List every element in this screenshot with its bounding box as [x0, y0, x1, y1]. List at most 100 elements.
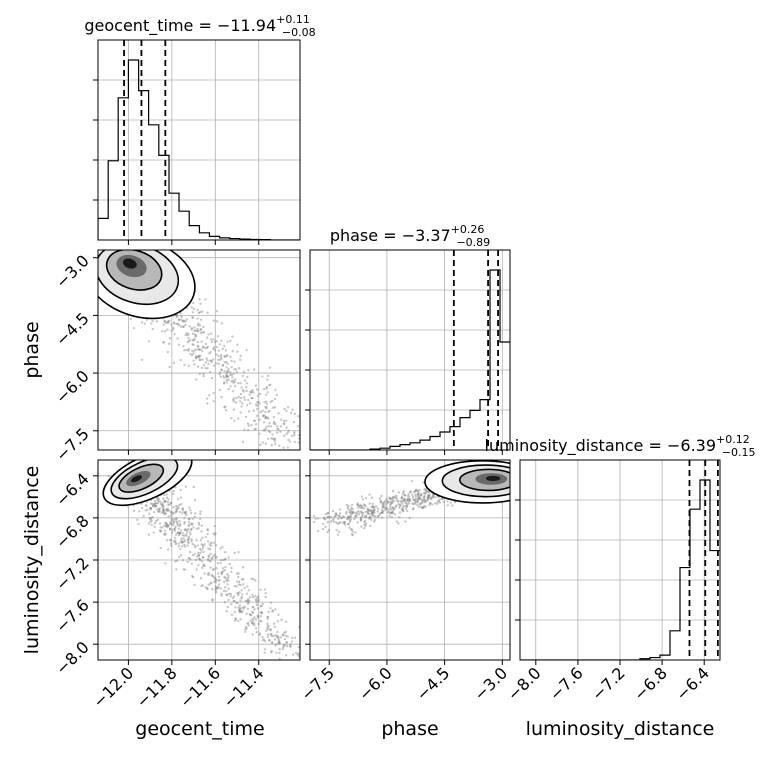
- panel-geocent-time-vs-phase-point: [253, 419, 256, 422]
- panel-geocent-time-vs-luminosity-distance-point: [200, 549, 203, 552]
- panel-geocent-time-vs-luminosity-distance-point: [163, 493, 166, 497]
- panel-geocent-time-vs-luminosity-distance-point: [161, 503, 164, 507]
- panel-geocent-time-vs-luminosity-distance-point: [297, 652, 300, 656]
- panel-geocent-time-vs-luminosity-distance-point: [191, 542, 194, 546]
- panel-geocent-time-vs-phase-point: [268, 430, 272, 434]
- panel-geocent-time-vs-luminosity-distance-point: [214, 578, 218, 581]
- panel-geocent-time-vs-phase-point: [205, 357, 208, 360]
- panel-geocent-time-vs-luminosity-distance-point: [276, 620, 279, 623]
- panel-geocent-time-vs-phase-point: [275, 431, 279, 434]
- panel-geocent-time-vs-luminosity-distance-point: [169, 522, 173, 526]
- panel-geocent-time-vs-luminosity-distance-point: [245, 627, 248, 630]
- panel-phase-vs-luminosity-distance-point: [370, 518, 373, 521]
- panel-phase-vs-luminosity-distance-point: [313, 520, 316, 524]
- panel-geocent-time-vs-luminosity-distance-point: [132, 509, 136, 513]
- panel-geocent-time-vs-luminosity-distance-point: [201, 543, 205, 547]
- panel-geocent-time-vs-phase-point: [170, 329, 173, 332]
- panel-phase-vs-luminosity-distance-point: [449, 501, 452, 504]
- panel-phase-vs-luminosity-distance-point: [346, 517, 350, 520]
- panel-geocent-time-vs-phase-point: [279, 418, 283, 421]
- panel-phase-vs-luminosity-distance-point: [407, 502, 411, 505]
- x-tick-label-geocent-time-0: −12.0: [89, 663, 137, 711]
- panel-geocent-time-vs-phase-point: [213, 349, 217, 352]
- panel-geocent-time-vs-luminosity-distance-point: [227, 579, 230, 582]
- panel-geocent-time-vs-phase-point: [262, 414, 266, 417]
- panel-geocent-time-vs-luminosity-distance-point: [150, 523, 153, 527]
- panel-geocent-time-vs-luminosity-distance-point: [269, 629, 272, 632]
- panel-geocent-time-vs-luminosity-distance-point: [207, 555, 210, 559]
- panel-geocent-time-vs-phase-point: [232, 400, 236, 403]
- y-tick-label-phase-1: −6.0: [52, 366, 93, 407]
- panel-geocent-time-vs-luminosity-distance-point: [252, 606, 255, 609]
- panel-geocent-time-vs-phase-point: [201, 346, 204, 350]
- panel-phase-vs-luminosity-distance-point: [388, 514, 391, 518]
- panel-phase-vs-luminosity-distance-point: [349, 518, 352, 521]
- panel-geocent-time-vs-phase-point: [215, 320, 219, 323]
- panel-phase-vs-luminosity-distance-point: [423, 494, 426, 498]
- panel-phase-vs-luminosity-distance-point: [406, 509, 409, 513]
- panel-geocent-time-vs-phase-point: [177, 343, 181, 346]
- panel-geocent-time-vs-luminosity-distance-point: [236, 591, 239, 595]
- panel-phase-vs-luminosity-distance-point: [427, 495, 431, 498]
- y-axis-label-luminosity-distance: luminosity_distance: [21, 466, 43, 655]
- panel-geocent-time-vs-phase-point: [220, 322, 224, 325]
- panel-geocent-time-vs-luminosity-distance-point: [268, 638, 271, 642]
- panel-phase-vs-luminosity-distance-point: [359, 518, 363, 522]
- panel-geocent-time-vs-luminosity-distance-point: [197, 526, 200, 530]
- panel-geocent-time-vs-phase-point: [182, 320, 185, 323]
- panel-phase-vs-luminosity-distance-point: [402, 505, 405, 508]
- panel-phase-vs-luminosity-distance-point: [335, 528, 338, 532]
- panel-geocent-time-vs-phase-point: [266, 437, 270, 440]
- panel-geocent-time-vs-phase-point: [196, 308, 199, 312]
- panel-geocent-time-vs-luminosity-distance-point: [238, 609, 241, 612]
- panel-geocent-time-vs-luminosity-distance-point: [163, 524, 166, 527]
- panel-phase-vs-luminosity-distance-point: [351, 510, 355, 513]
- panel-geocent-time-vs-phase-point: [221, 364, 225, 367]
- panel-geocent-time-vs-luminosity-distance-point: [155, 497, 159, 500]
- panel-geocent-time-vs-luminosity-distance-point: [240, 593, 244, 596]
- panel-geocent-time-vs-luminosity-distance-point: [178, 532, 181, 535]
- panel-geocent-time-vs-luminosity-distance-point: [290, 640, 294, 643]
- panel-geocent-time-vs-luminosity-distance-point: [172, 490, 176, 493]
- panel-geocent-time-vs-luminosity-distance-point: [193, 499, 197, 502]
- panel-phase-vs-luminosity-distance-point: [424, 500, 427, 503]
- panel-geocent-time-vs-luminosity-distance-point: [220, 571, 224, 574]
- panel-geocent-time-vs-phase-point: [241, 440, 245, 444]
- panel-phase-vs-luminosity-distance-point: [344, 512, 348, 515]
- panel-geocent-time-vs-luminosity-distance-point: [238, 580, 241, 584]
- panel-geocent-time-vs-phase-point: [270, 437, 273, 440]
- panel-geocent-time-vs-luminosity-distance-point: [228, 562, 231, 566]
- panel-geocent-time-vs-phase-point: [234, 378, 237, 381]
- panel-geocent-time-vs-phase-point: [264, 410, 267, 414]
- plot-layer: −12.0−11.8−11.6−11.4 −7.5 −6.0 −4.5 −3.0−8.0…: [52, 39, 721, 711]
- panel-geocent-time-vs-luminosity-distance-point: [206, 573, 210, 576]
- panel-geocent-time-vs-phase-point: [185, 331, 188, 335]
- panel-phase-vs-luminosity-distance-point: [414, 488, 418, 492]
- panel-geocent-time-vs-luminosity-distance-point: [236, 575, 240, 579]
- hist-phase-bin-10: [410, 443, 420, 450]
- panel-geocent-time-vs-phase-point: [274, 442, 277, 446]
- panel-geocent-time-vs-phase-point: [239, 381, 242, 385]
- panel-phase-vs-luminosity-distance-point: [372, 505, 375, 509]
- panel-geocent-time-vs-phase-point: [248, 402, 252, 405]
- panel-geocent-time-vs-luminosity-distance-point: [219, 547, 222, 550]
- panel-phase-vs-luminosity-distance-point: [332, 520, 336, 523]
- panel-geocent-time-vs-phase-point: [194, 334, 197, 338]
- panel-phase-vs-luminosity-distance-point: [425, 489, 428, 492]
- panel-geocent-time-vs-phase-point: [245, 389, 248, 393]
- panel-geocent-time-vs-phase-point: [162, 323, 165, 326]
- panel-geocent-time-vs-luminosity-distance-point: [288, 645, 292, 648]
- panel-geocent-time-vs-phase-point: [230, 373, 234, 377]
- panel-geocent-time-vs-luminosity-distance-point: [149, 507, 153, 510]
- panel-phase-vs-luminosity-distance-point: [406, 498, 410, 502]
- panel-geocent-time-vs-luminosity-distance-point: [159, 530, 163, 533]
- panel-geocent-time-vs-luminosity-distance-point: [199, 551, 202, 555]
- panel-geocent-time-vs-phase-point: [224, 405, 227, 408]
- panel-geocent-time-vs-luminosity-distance-point: [177, 534, 181, 537]
- panel-geocent-time-vs-phase-point: [218, 343, 221, 346]
- panel-phase-vs-luminosity-distance-point: [383, 500, 386, 504]
- panel-geocent-time-vs-phase-point: [182, 344, 185, 348]
- panel-geocent-time-vs-luminosity-distance-point: [191, 522, 194, 525]
- panel-geocent-time-vs-phase-point: [262, 415, 265, 418]
- panel-phase-vs-luminosity-distance-point: [386, 500, 389, 503]
